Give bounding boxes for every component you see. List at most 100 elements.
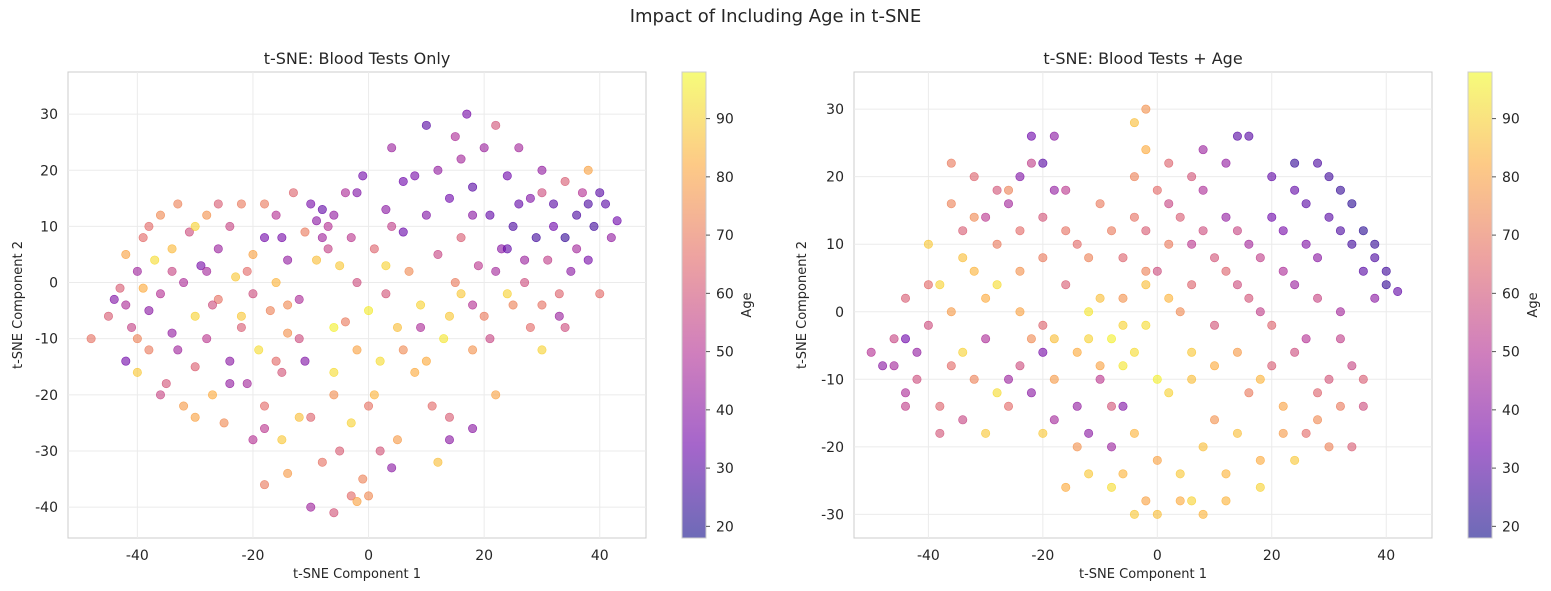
scatter-point xyxy=(531,233,541,243)
scatter-point xyxy=(595,289,605,299)
scatter-point xyxy=(1244,239,1254,249)
scatter-point xyxy=(1026,131,1036,141)
scatter-point xyxy=(387,463,397,473)
scatter-point xyxy=(537,188,547,198)
scatter-point xyxy=(306,502,316,512)
scatter-point xyxy=(1107,401,1117,411)
scatter-point xyxy=(1107,226,1117,236)
scatter-point xyxy=(375,356,385,366)
colorbar-label: Age xyxy=(1526,292,1541,317)
scatter-point xyxy=(1038,158,1048,168)
scatter-point xyxy=(1347,239,1357,249)
scatter-point xyxy=(271,278,281,288)
scatter-point xyxy=(1164,293,1174,303)
scatter-point xyxy=(306,412,316,422)
plot-area xyxy=(67,71,647,539)
y-tick-label: -20 xyxy=(35,388,58,404)
y-tick-label: 10 xyxy=(826,237,844,253)
scatter-point xyxy=(381,261,391,271)
scatter-point xyxy=(1313,253,1323,263)
scatter-point xyxy=(1210,320,1220,330)
scatter-point xyxy=(387,143,397,153)
scatter-point xyxy=(1324,172,1334,182)
scatter-point xyxy=(1175,496,1185,506)
scatter-point xyxy=(878,361,888,371)
scatter-point xyxy=(549,199,559,209)
scatter-point xyxy=(144,306,154,316)
colorbar-frame xyxy=(1467,71,1493,539)
right-panel: t-SNE: Blood Tests + Age -40 -20 0 20 40 -30… xyxy=(795,49,1541,582)
scatter-point xyxy=(1324,442,1334,452)
scatter-point xyxy=(167,266,177,276)
figure-title: Impact of Including Age in t-SNE xyxy=(629,6,922,27)
scatter-point xyxy=(1141,320,1151,330)
scatter-point xyxy=(1141,266,1151,276)
scatter-point xyxy=(190,221,200,231)
y-tick-label: -40 xyxy=(35,500,58,516)
scatter-point xyxy=(1038,212,1048,222)
scatter-point xyxy=(450,278,460,288)
scatter-point xyxy=(410,171,420,181)
scatter-point xyxy=(179,278,189,288)
scatter-point xyxy=(1061,185,1071,195)
scatter-point xyxy=(364,401,374,411)
scatter-point xyxy=(1187,239,1197,249)
scatter-point xyxy=(1072,442,1082,452)
scatter-point xyxy=(889,361,899,371)
scatter-point xyxy=(485,334,495,344)
scatter-point xyxy=(1004,199,1014,209)
scatter-point xyxy=(1118,361,1128,371)
scatter-point xyxy=(1244,293,1254,303)
y-tick-label: -20 xyxy=(821,440,844,456)
scatter-point xyxy=(923,280,933,290)
scatter-point xyxy=(1129,212,1139,222)
scatter-point xyxy=(387,221,397,231)
scatter-point xyxy=(554,311,564,321)
scatter-point xyxy=(213,199,223,209)
scatter-point xyxy=(992,239,1002,249)
scatter-point xyxy=(127,322,137,332)
scatter-point xyxy=(508,221,518,231)
scatter-point xyxy=(1290,347,1300,357)
scatter-point xyxy=(1152,374,1162,384)
colorbar-tick-label: 90 xyxy=(716,112,734,128)
scatter-point xyxy=(1141,104,1151,114)
scatter-point xyxy=(583,165,593,175)
scatter-point xyxy=(1335,401,1345,411)
scatter-point xyxy=(1255,253,1265,263)
scatter-point xyxy=(444,412,454,422)
scatter-point xyxy=(969,172,979,182)
scatter-point xyxy=(329,390,339,400)
scatter-point xyxy=(1004,401,1014,411)
scatter-point xyxy=(1061,280,1071,290)
scatter-point xyxy=(277,367,287,377)
x-tick-label: 20 xyxy=(1263,548,1281,564)
scatter-point xyxy=(1278,428,1288,438)
scatter-point xyxy=(1026,388,1036,398)
scatter-point xyxy=(1278,401,1288,411)
scatter-point xyxy=(1370,239,1380,249)
scatter-point xyxy=(1152,185,1162,195)
scatter-point xyxy=(427,401,437,411)
scatter-point xyxy=(1095,293,1105,303)
scatter-point xyxy=(1118,320,1128,330)
scatter-point xyxy=(456,289,466,299)
scatter-point xyxy=(1290,185,1300,195)
y-tick-label: 30 xyxy=(826,102,844,118)
scatter-point xyxy=(969,266,979,276)
scatter-point xyxy=(1313,293,1323,303)
scatter-point xyxy=(468,345,478,355)
scatter-point xyxy=(444,435,454,445)
scatter-point xyxy=(364,491,374,501)
scatter-point xyxy=(889,334,899,344)
scatter-point xyxy=(421,120,431,130)
scatter-point xyxy=(190,311,200,321)
scatter-point xyxy=(1084,334,1094,344)
scatter-point xyxy=(358,171,368,181)
colorbar xyxy=(682,72,706,538)
scatter-point xyxy=(485,210,495,220)
scatter-point xyxy=(121,356,131,366)
x-tick-label: 40 xyxy=(1377,548,1395,564)
